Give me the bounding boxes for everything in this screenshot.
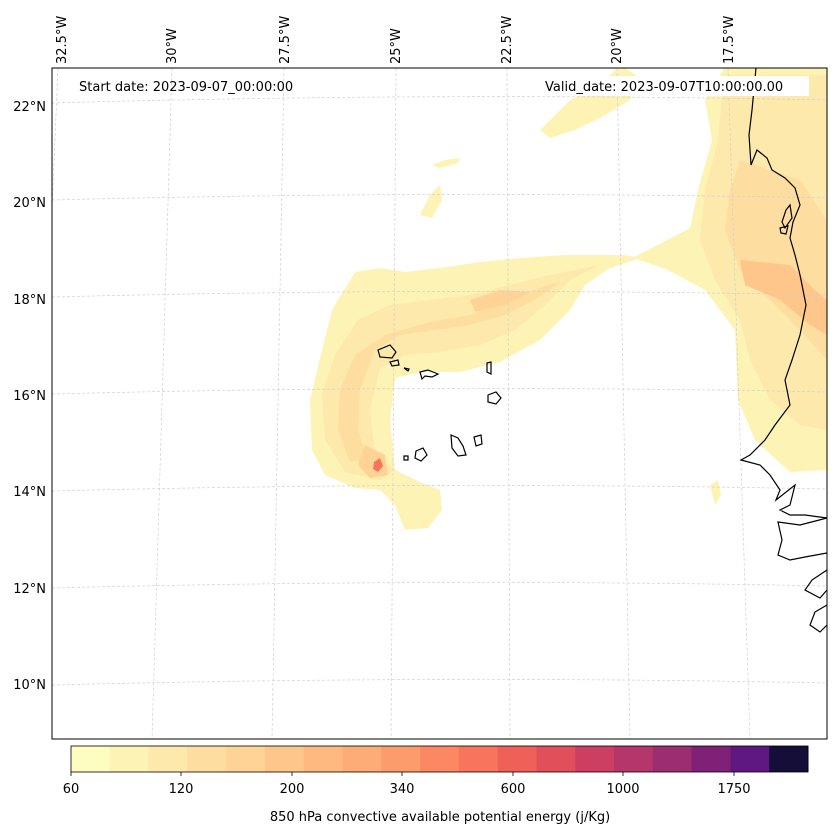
cape-field-storm-core <box>373 458 383 472</box>
lat-label: 14°N <box>13 485 46 500</box>
gridline-lat <box>51 194 828 201</box>
island-sao-nicolau <box>419 369 440 381</box>
colorbar-swatch <box>187 746 227 772</box>
island-santa-luzia <box>403 367 410 372</box>
gridline-lon <box>390 67 397 740</box>
colorbar-tick-label: 120 <box>169 782 194 797</box>
lat-label: 22°N <box>13 100 46 115</box>
colorbar-swatch <box>536 746 576 772</box>
coastlines <box>377 67 828 633</box>
island-santiago <box>450 434 467 457</box>
island-sal <box>486 361 492 375</box>
lon-label: 25°W <box>389 28 404 64</box>
colorbar-swatches <box>71 746 809 772</box>
start-date-label: Start date: 2023-09-07_00:00:00 <box>79 80 293 95</box>
colorbar-swatch <box>342 746 382 772</box>
lat-labels: 22°N 20°N 18°N 16°N 14°N 12°N 10°N <box>13 100 46 693</box>
colorbar-swatch <box>264 746 305 772</box>
gridlines <box>51 67 828 740</box>
gridline-lat <box>51 388 828 395</box>
island-fogo <box>414 447 428 462</box>
cape-field-patch-east <box>710 480 721 505</box>
gridline-lat <box>51 582 828 589</box>
colorbar-swatch <box>458 746 499 772</box>
island-brava <box>403 455 409 461</box>
island-sao-vicente <box>389 359 400 367</box>
colorbar-swatch <box>109 746 150 772</box>
cape-field-continent-4 <box>740 260 827 335</box>
gridline-lon <box>51 67 59 211</box>
gridline-lon <box>271 67 285 740</box>
colorbar-swatch <box>71 746 111 772</box>
colorbar-swatch <box>381 746 421 772</box>
gridline-lon <box>506 67 511 740</box>
colorbar-tick-label: 340 <box>390 782 415 797</box>
cape-field-storm-3 <box>338 282 560 462</box>
colorbar-tick-label: 600 <box>501 782 526 797</box>
colorbar-title: 850 hPa convective available potential e… <box>270 810 610 825</box>
cape-field-patch-small <box>432 158 460 168</box>
colorbar-swatch <box>497 746 537 772</box>
cape-field-storm-5 <box>358 445 388 478</box>
colorbar-tick-label: 200 <box>280 782 305 797</box>
gridline-lon <box>151 67 173 740</box>
colorbar-swatch <box>652 746 693 772</box>
lat-label: 12°N <box>13 582 46 597</box>
colorbar-frame <box>70 745 809 773</box>
colorbar-tick-label: 60 <box>63 782 80 797</box>
island-boa-vista <box>487 391 502 405</box>
lat-label: 10°N <box>13 678 46 693</box>
valid-date-box <box>541 76 809 96</box>
lon-label: 27.5°W <box>278 16 293 64</box>
colorbar-swatch <box>420 746 460 772</box>
colorbar-swatch <box>303 746 344 772</box>
lon-label: 22.5°W <box>500 16 515 64</box>
colorbar: 60 120 200 340 600 1000 1750 850 hPa con… <box>63 745 809 825</box>
lat-label: 18°N <box>13 293 46 308</box>
island-santo-antao <box>377 344 397 359</box>
gridline-lat <box>51 485 828 492</box>
gridline-lat <box>51 291 828 298</box>
colorbar-swatch <box>226 746 266 772</box>
cape-field <box>310 68 827 530</box>
map-frame <box>51 67 828 740</box>
africa-coastline <box>739 67 828 519</box>
cape-field-storm-2 <box>322 265 600 480</box>
colorbar-ticks <box>70 772 735 776</box>
gridline-lat <box>51 679 828 686</box>
colorbar-swatch <box>148 746 188 772</box>
lon-label: 30°W <box>165 28 180 64</box>
lon-label: 20°W <box>610 28 625 64</box>
cape-field-patch-west <box>420 185 442 218</box>
lon-label: 17.5°W <box>722 16 737 64</box>
colorbar-swatch <box>614 746 654 772</box>
valid-date-label: Valid_date: 2023-09-07T10:00:00.00 <box>545 80 783 95</box>
colorbar-swatch <box>769 746 809 772</box>
gridline-lat <box>51 96 828 104</box>
lat-label: 20°N <box>13 196 46 211</box>
colorbar-swatch <box>575 746 615 772</box>
map-background <box>52 68 827 739</box>
colorbar-swatch <box>691 746 731 772</box>
island-maio <box>473 434 483 447</box>
lon-labels: 32.5°W 30°W 27.5°W 25°W 22.5°W 20°W 17.5… <box>55 16 737 64</box>
cape-field-storm-4 <box>470 290 530 312</box>
colorbar-swatch <box>730 746 770 772</box>
lat-label: 16°N <box>13 389 46 404</box>
africa-coastline-south <box>777 517 828 633</box>
colorbar-tick-label: 1750 <box>717 782 750 797</box>
lon-label: 32.5°W <box>55 16 70 64</box>
gridline-lon <box>727 67 751 740</box>
gridline-lon <box>616 67 631 740</box>
coast-detail <box>779 203 793 235</box>
colorbar-tick-label: 1000 <box>606 782 639 797</box>
